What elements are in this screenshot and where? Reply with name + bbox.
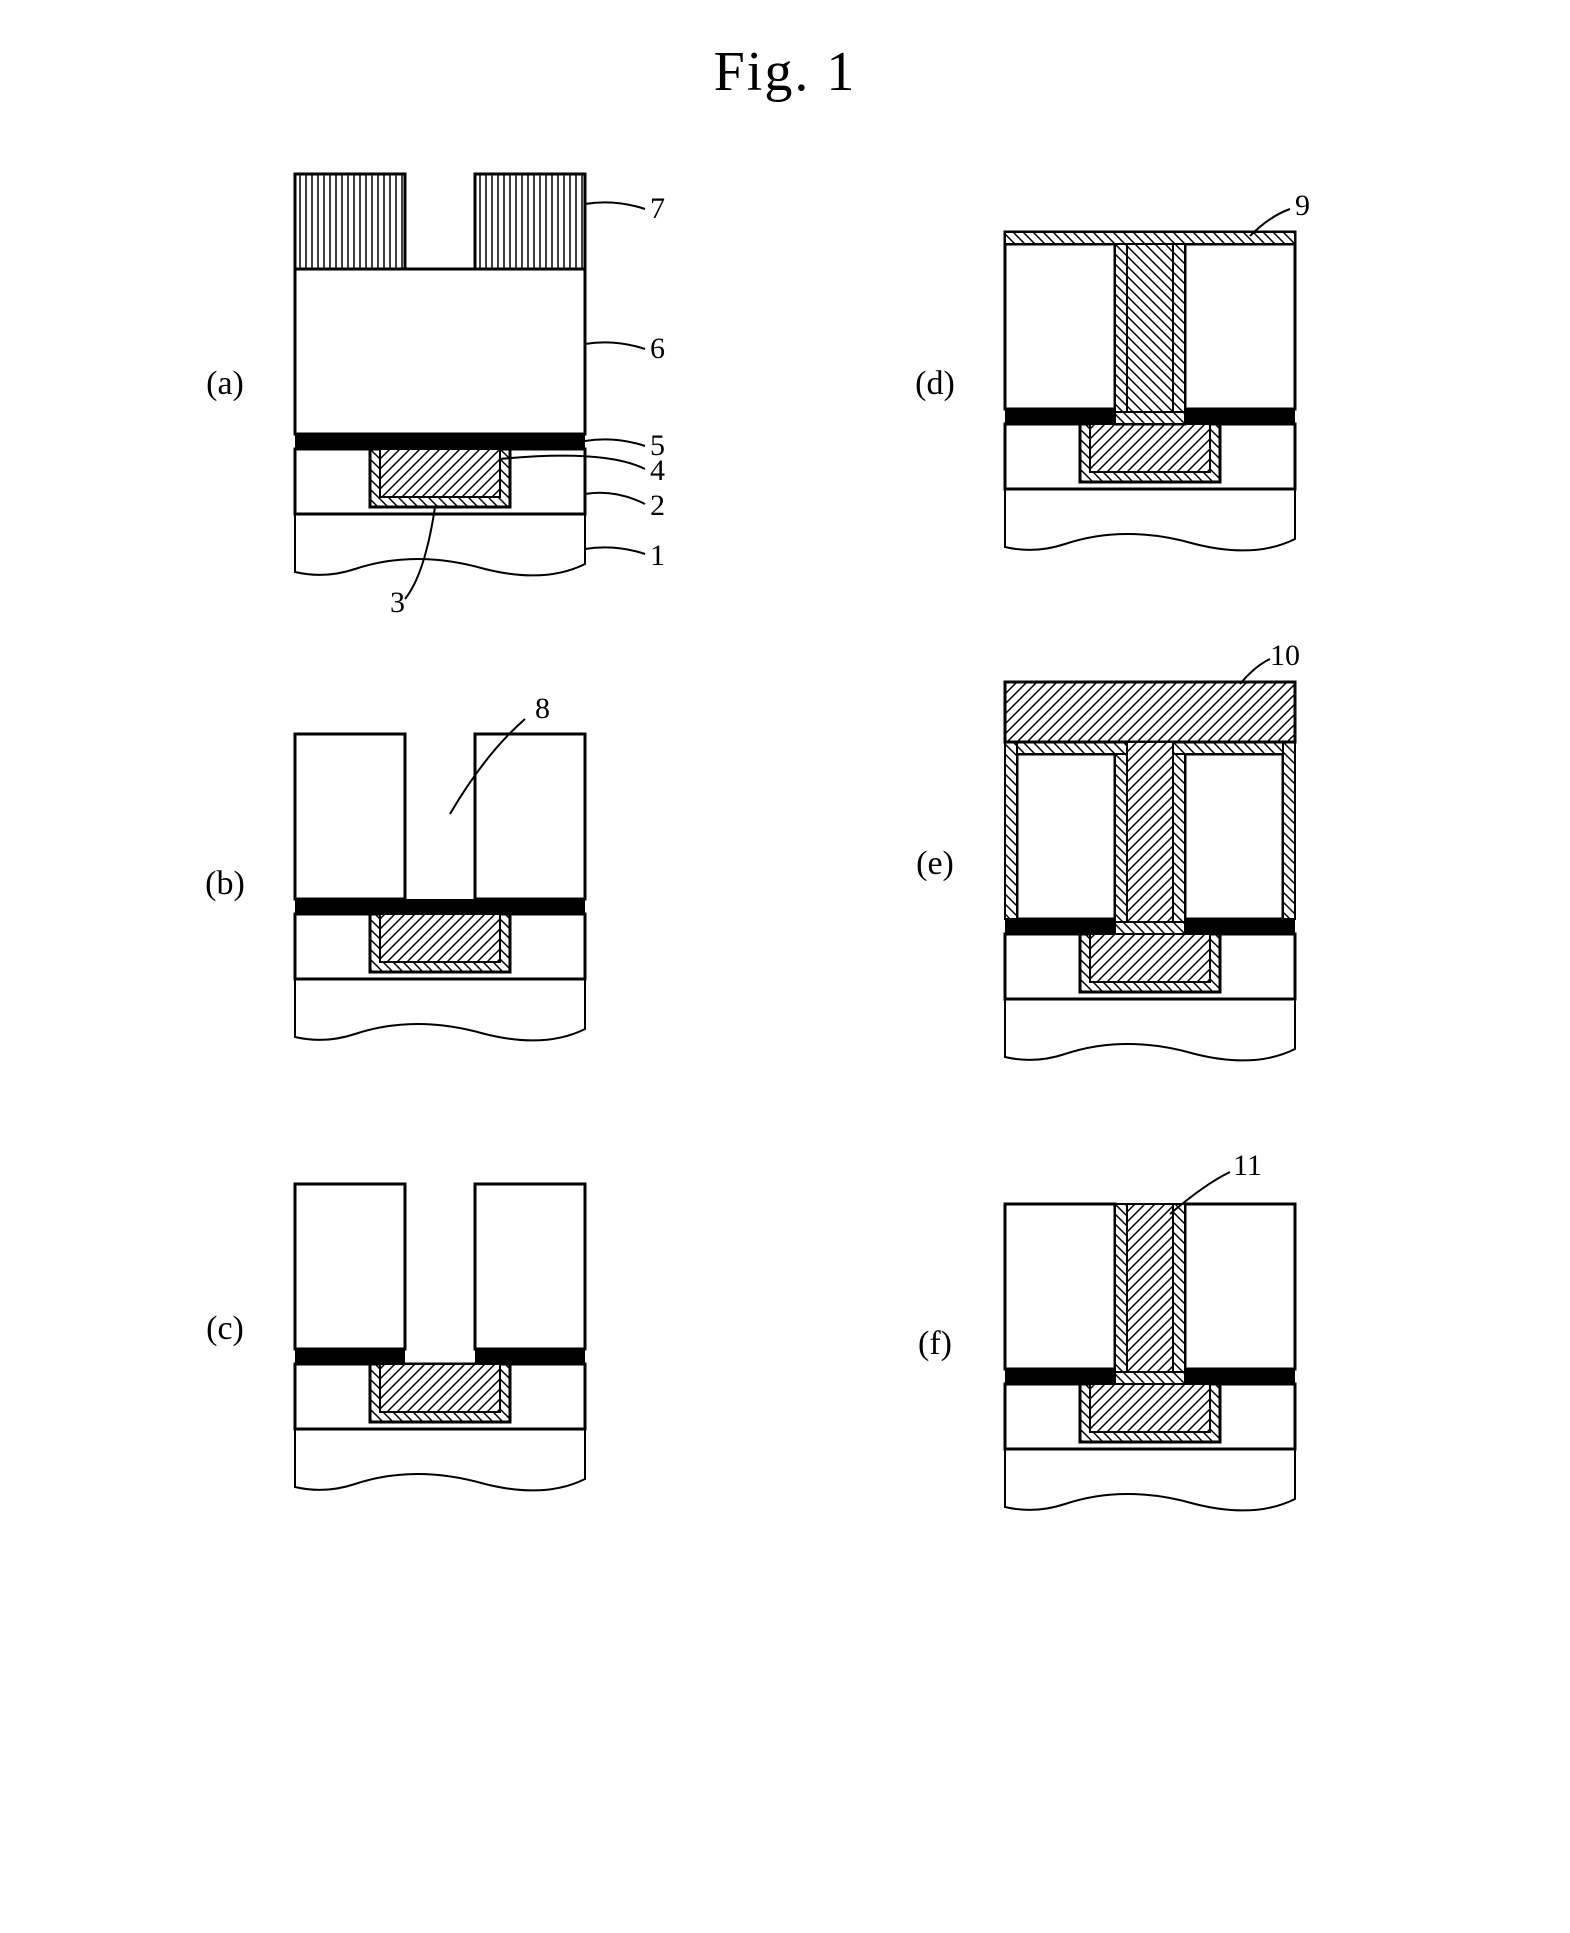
diagram-e: 10 (995, 654, 1375, 1074)
panel-label-e: (e) (905, 845, 965, 883)
callout-2: 2 (650, 489, 665, 523)
diagram-f: 11 (995, 1164, 1375, 1524)
callout-4: 4 (650, 454, 665, 488)
diagram-columns: (a) (60, 154, 1510, 1524)
callout-9: 9 (1295, 189, 1310, 223)
panel-label-d: (d) (905, 365, 965, 403)
diagram-d: 9 (995, 204, 1375, 564)
row-b: (b) (195, 704, 725, 1064)
left-column: (a) (195, 154, 725, 1524)
row-f: (f) (905, 1164, 1375, 1524)
figure-title: Fig. 1 (60, 40, 1510, 104)
callout-7: 7 (650, 192, 665, 226)
right-column: (d) (905, 204, 1375, 1524)
callout-11: 11 (1233, 1149, 1262, 1183)
panel-label-b: (b) (195, 865, 255, 903)
callout-6: 6 (650, 332, 665, 366)
panel-label-a: (a) (195, 365, 255, 403)
callout-8: 8 (535, 692, 550, 726)
row-a: (a) (195, 154, 725, 614)
diagram-b: 8 (285, 704, 665, 1064)
callout-1: 1 (650, 539, 665, 573)
panel-label-c: (c) (195, 1310, 255, 1348)
panel-label-f: (f) (905, 1325, 965, 1363)
diagram-a: 7 6 5 4 2 1 3 (285, 154, 725, 614)
callout-10: 10 (1270, 639, 1300, 673)
row-c: (c) (195, 1154, 725, 1504)
row-e: (e) (905, 654, 1375, 1074)
row-d: (d) (905, 204, 1375, 564)
diagram-c (285, 1154, 605, 1504)
callout-3: 3 (390, 586, 405, 620)
